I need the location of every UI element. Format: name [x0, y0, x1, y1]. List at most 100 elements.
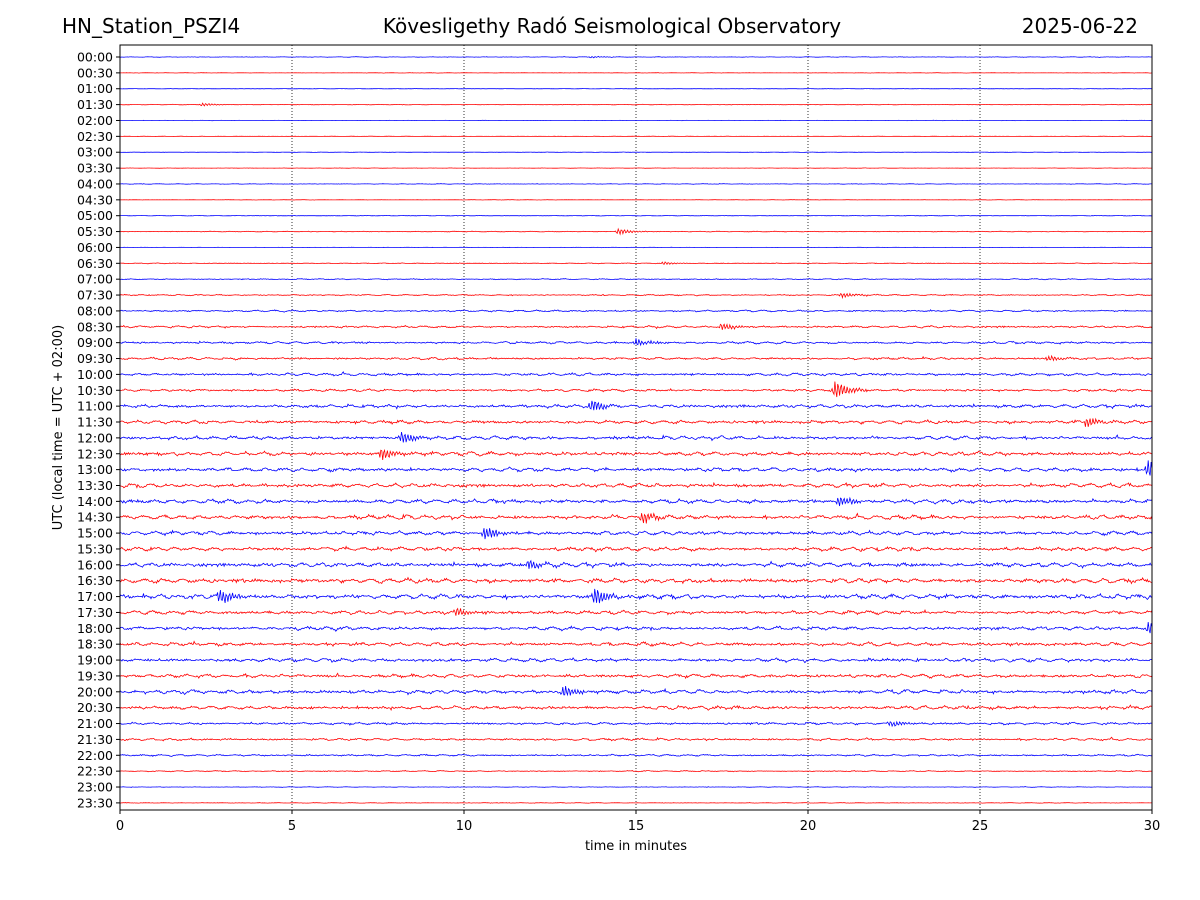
y-axis-ticks: 00:0000:3001:0001:3002:0002:3003:0003:30…	[77, 50, 120, 810]
y-tick-label: 00:30	[77, 65, 113, 80]
trace-1630	[119, 576, 1153, 585]
trace-0800	[119, 309, 1153, 313]
y-tick-label: 13:30	[77, 478, 113, 493]
chart-date: 2025-06-22	[1021, 14, 1138, 38]
y-tick-label: 08:30	[77, 319, 113, 334]
trace-0700	[119, 278, 1153, 281]
y-tick-label: 00:00	[77, 50, 113, 65]
trace-1130	[119, 417, 1153, 427]
y-tick-label: 12:30	[77, 446, 113, 461]
trace-2200	[119, 753, 1153, 758]
trace-2130	[119, 736, 1153, 742]
trace-0000	[119, 55, 1152, 59]
y-tick-label: 15:00	[77, 526, 113, 541]
y-tick-label: 23:00	[77, 780, 113, 795]
y-tick-label: 10:00	[77, 367, 113, 382]
y-tick-label: 16:00	[77, 557, 113, 572]
y-tick-label: 01:30	[77, 97, 113, 112]
y-tick-label: 09:30	[77, 351, 113, 366]
y-tick-label: 07:00	[77, 272, 113, 287]
y-tick-label: 10:30	[77, 383, 113, 398]
y-tick-label: 14:30	[77, 510, 113, 525]
trace-0530	[120, 227, 1153, 236]
y-tick-label: 16:30	[77, 573, 113, 588]
trace-2000	[119, 686, 1153, 697]
trace-1600	[119, 559, 1153, 570]
y-tick-label: 02:00	[77, 113, 113, 128]
trace-2030	[119, 704, 1153, 712]
trace-0300	[119, 151, 1153, 153]
trace-0830	[119, 323, 1153, 331]
y-tick-label: 18:30	[77, 637, 113, 652]
trace-1830	[119, 640, 1153, 648]
y-tick-label: 11:00	[77, 399, 113, 414]
x-tick-label: 25	[972, 819, 989, 834]
x-tick-label: 10	[456, 819, 473, 834]
x-axis-ticks: 0 5 10 15 20 25 30	[116, 810, 1160, 834]
y-tick-label: 05:30	[77, 224, 113, 239]
y-tick-label: 12:00	[77, 430, 113, 445]
x-axis-label: time in minutes	[585, 839, 687, 854]
trace-0200	[119, 119, 1152, 122]
y-tick-label: 05:00	[77, 208, 113, 223]
trace-2300	[119, 786, 1153, 788]
y-tick-label: 14:00	[77, 494, 113, 509]
trace-0600	[119, 246, 1153, 249]
trace-1500	[119, 528, 1153, 540]
y-tick-label: 11:30	[77, 415, 113, 430]
trace-1800	[119, 621, 1153, 634]
y-tick-label: 23:30	[77, 795, 113, 810]
trace-1300	[119, 460, 1153, 476]
y-tick-label: 17:30	[77, 605, 113, 620]
y-tick-label: 18:00	[77, 621, 113, 636]
y-tick-label: 03:30	[77, 161, 113, 176]
trace-0230	[119, 135, 1153, 138]
trace-0900	[119, 338, 1152, 347]
trace-0100	[119, 88, 1153, 90]
trace-0500	[120, 214, 1153, 217]
y-tick-label: 15:30	[77, 541, 113, 556]
y-tick-label: 21:30	[77, 732, 113, 747]
trace-0130	[120, 102, 1152, 107]
trace-1900	[120, 657, 1153, 664]
trace-0730	[119, 292, 1153, 300]
trace-1000	[119, 371, 1153, 377]
grid-lines	[291, 45, 981, 810]
trace-0430	[119, 199, 1153, 201]
y-tick-label: 07:30	[77, 288, 113, 303]
trace-1200	[119, 432, 1153, 443]
y-tick-label: 17:00	[77, 589, 113, 604]
y-tick-label: 02:30	[77, 129, 113, 144]
trace-2330	[119, 802, 1153, 804]
x-tick-label: 5	[288, 819, 296, 834]
trace-1400	[119, 496, 1153, 507]
trace-0400	[119, 183, 1153, 185]
y-tick-label: 01:00	[77, 81, 113, 96]
trace-0030	[120, 72, 1152, 74]
trace-1330	[119, 481, 1153, 489]
x-tick-label: 15	[628, 819, 645, 834]
chart-title: Kövesligethy Radó Seismological Observat…	[382, 14, 842, 38]
trace-1430	[119, 512, 1153, 524]
trace-0930	[119, 354, 1153, 362]
y-tick-label: 21:00	[77, 716, 113, 731]
y-tick-label: 19:30	[77, 668, 113, 683]
trace-1100	[119, 400, 1153, 411]
y-tick-label: 04:00	[77, 176, 113, 191]
seismic-traces	[119, 55, 1153, 804]
trace-2230	[119, 769, 1153, 773]
x-tick-label: 30	[1144, 819, 1161, 834]
y-tick-label: 13:00	[77, 462, 113, 477]
y-tick-label: 20:30	[77, 700, 113, 715]
y-tick-label: 19:00	[77, 653, 113, 668]
trace-2100	[119, 720, 1153, 728]
trace-1230	[119, 448, 1153, 460]
y-tick-label: 03:00	[77, 145, 113, 160]
y-tick-label: 06:00	[77, 240, 113, 255]
x-tick-label: 0	[116, 819, 124, 834]
y-axis-label: UTC (local time = UTC + 02:00)	[51, 325, 66, 530]
x-tick-label: 20	[800, 819, 817, 834]
trace-1700	[119, 588, 1153, 604]
trace-0630	[120, 261, 1152, 266]
